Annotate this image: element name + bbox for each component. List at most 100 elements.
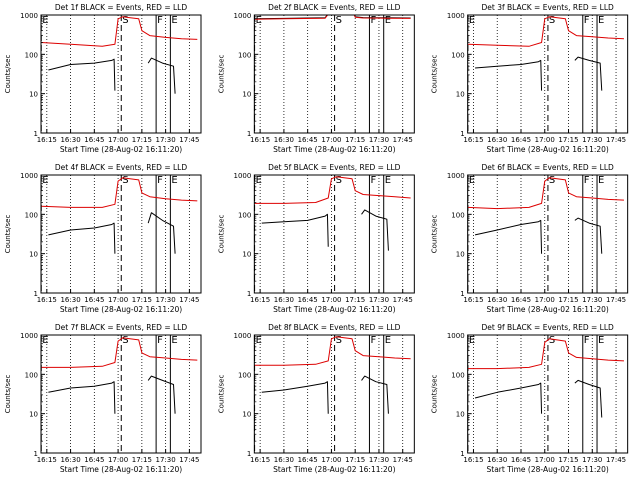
x-tick-label: 16:45 <box>298 296 318 304</box>
y-tick-label: 100 <box>25 51 38 59</box>
x-tick-label: 16:30 <box>274 296 294 304</box>
y-tick-label: 100 <box>25 371 38 379</box>
series-line <box>48 222 116 254</box>
y-tick-label: 100 <box>451 51 464 59</box>
y-axis-title: Counts/sec <box>217 375 225 414</box>
plot-frame <box>467 14 629 134</box>
y-tick-label: 1 <box>247 130 251 138</box>
y-tick-label: 1000 <box>447 172 465 180</box>
marker-label: F <box>157 335 163 346</box>
plot-frame <box>467 174 629 294</box>
series-line <box>467 338 624 370</box>
y-tick-label: 10 <box>242 251 251 259</box>
x-tick-label: 16:30 <box>60 456 80 464</box>
chart-title: Det 8f BLACK = Events, RED = LLD <box>268 323 401 332</box>
x-axis-title: Start Time (28-Aug-02 16:11:20) <box>486 465 608 474</box>
x-tick-label: 17:30 <box>369 456 389 464</box>
marker-label: E <box>469 15 475 26</box>
chart-title: Det 7f BLACK = Events, RED = LLD <box>55 323 188 332</box>
x-tick-label: 16:15 <box>463 296 483 304</box>
x-tick-label: 16:45 <box>511 136 531 144</box>
x-tick-label: 17:00 <box>108 136 128 144</box>
series-line <box>261 381 329 414</box>
y-tick-label: 100 <box>238 211 251 219</box>
marker-label: E <box>469 175 475 186</box>
x-tick-label: 16:30 <box>60 136 80 144</box>
x-tick-label: 17:15 <box>345 456 365 464</box>
y-tick-label: 1 <box>460 130 464 138</box>
x-axis-title: Start Time (28-Aug-02 16:11:20) <box>486 145 608 154</box>
series-line <box>254 15 411 20</box>
marker-label: F <box>370 335 376 346</box>
x-axis-title: Start Time (28-Aug-02 16:11:20) <box>486 305 608 314</box>
y-tick-label: 1 <box>460 290 464 298</box>
x-tick-label: 16:45 <box>511 456 531 464</box>
series-line <box>261 213 329 247</box>
series-group <box>254 176 411 251</box>
x-tick-label: 17:00 <box>108 456 128 464</box>
y-tick-label: 10 <box>242 411 251 419</box>
x-tick-label: 16:30 <box>274 456 294 464</box>
chart-title: Det 6f BLACK = Events, RED = LLD <box>482 163 615 172</box>
chart-title: Det 4f BLACK = Events, RED = LLD <box>55 163 188 172</box>
x-tick-label: 17:45 <box>606 456 626 464</box>
series-group <box>254 336 411 414</box>
series-group <box>467 16 624 91</box>
y-axis-title: Counts/sec <box>431 215 439 254</box>
x-axis-title: Start Time (28-Aug-02 16:11:20) <box>60 145 182 154</box>
x-tick-label: 17:30 <box>156 456 176 464</box>
x-tick-label: 16:45 <box>298 456 318 464</box>
x-axis-title: Start Time (28-Aug-02 16:11:20) <box>60 465 182 474</box>
y-tick-label: 100 <box>238 51 251 59</box>
y-tick-label: 100 <box>451 371 464 379</box>
plot-frame <box>40 174 202 294</box>
plot-frame <box>253 14 415 134</box>
marker-label: E <box>171 15 177 26</box>
series-line <box>41 177 198 208</box>
chart-title: Det 3f BLACK = Events, RED = LLD <box>482 3 615 12</box>
x-tick-label: 16:15 <box>463 136 483 144</box>
marker-label: E <box>42 175 48 186</box>
x-tick-label: 16:15 <box>250 136 270 144</box>
marker-label: S <box>122 175 128 186</box>
x-tick-label: 17:00 <box>108 296 128 304</box>
x-tick-label: 17:30 <box>156 136 176 144</box>
x-tick-label: 16:15 <box>463 456 483 464</box>
marker-label: F <box>584 175 590 186</box>
marker-label: S <box>122 15 128 26</box>
x-tick-label: 16:15 <box>250 456 270 464</box>
y-axis-title: Counts/sec <box>217 55 225 94</box>
x-tick-label: 16:45 <box>298 136 318 144</box>
chart-title: Det 9f BLACK = Events, RED = LLD <box>482 323 615 332</box>
marker-label: E <box>385 15 391 26</box>
series-line <box>147 375 176 414</box>
y-axis-title: Counts/sec <box>431 55 439 94</box>
y-tick-label: 10 <box>29 411 38 419</box>
x-tick-label: 16:30 <box>487 296 507 304</box>
x-tick-label: 17:00 <box>321 456 341 464</box>
series-line <box>574 379 603 418</box>
marker-label: E <box>598 175 604 186</box>
x-tick-label: 17:45 <box>179 456 199 464</box>
series-group <box>41 177 198 254</box>
marker-label: S <box>336 335 342 346</box>
x-tick-label: 17:30 <box>582 296 602 304</box>
series-line <box>147 212 176 254</box>
y-tick-label: 1 <box>247 450 251 458</box>
y-tick-label: 1000 <box>447 332 465 340</box>
marker-label: F <box>584 15 590 26</box>
y-axis-title: Counts/sec <box>4 215 12 254</box>
y-tick-label: 10 <box>242 91 251 99</box>
series-group <box>467 177 624 254</box>
x-tick-label: 17:45 <box>179 136 199 144</box>
chart-title: Det 5f BLACK = Events, RED = LLD <box>268 163 401 172</box>
x-tick-label: 17:30 <box>582 456 602 464</box>
y-tick-label: 100 <box>238 371 251 379</box>
y-tick-label: 1 <box>34 450 38 458</box>
x-tick-label: 17:45 <box>179 296 199 304</box>
marker-label: E <box>598 15 604 26</box>
